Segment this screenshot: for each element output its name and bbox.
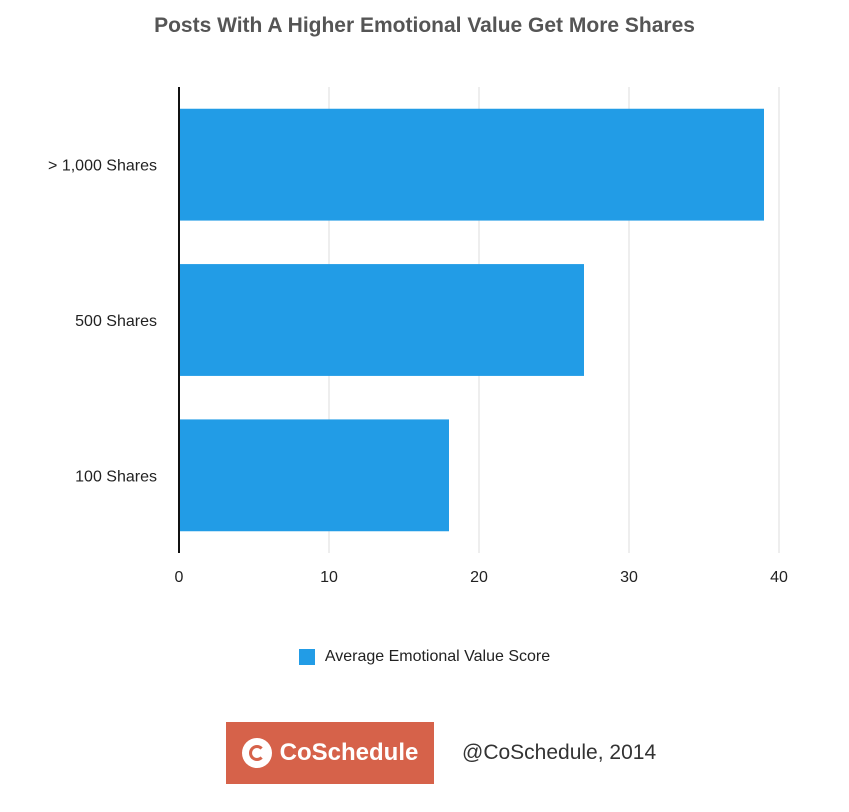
legend-swatch	[298, 649, 315, 665]
legend-label: Average Emotional Value Score	[324, 648, 551, 665]
brand-name: CoSchedule	[279, 739, 419, 766]
credit-text: @CoSchedule, 2014	[462, 741, 657, 764]
x-tick-label: 10	[320, 569, 338, 586]
bar-chart: 0 10 20 30 40 > 1,000 Shares 500 Shares 100 Sha…	[48, 87, 788, 586]
x-tick-label: 30	[620, 569, 638, 586]
x-tick-label: 0	[175, 569, 184, 586]
coschedule-logo-icon	[241, 738, 272, 768]
chart-title: Posts With A Higher Emotional Value Get …	[154, 14, 695, 37]
bar	[179, 264, 584, 376]
legend: Average Emotional Value Score	[0, 648, 849, 666]
x-tick-label: 20	[470, 569, 488, 586]
y-category-label: 500 Shares	[75, 313, 157, 330]
footer: CoSchedule @CoSchedule, 2014	[226, 722, 656, 784]
y-category-label: > 1,000 Shares	[48, 158, 157, 175]
bar	[179, 108, 764, 221]
x-tick-label: 40	[770, 569, 788, 586]
coschedule-logo: CoSchedule	[226, 722, 434, 784]
y-category-label: 100 Shares	[75, 468, 157, 485]
bar	[179, 419, 449, 532]
